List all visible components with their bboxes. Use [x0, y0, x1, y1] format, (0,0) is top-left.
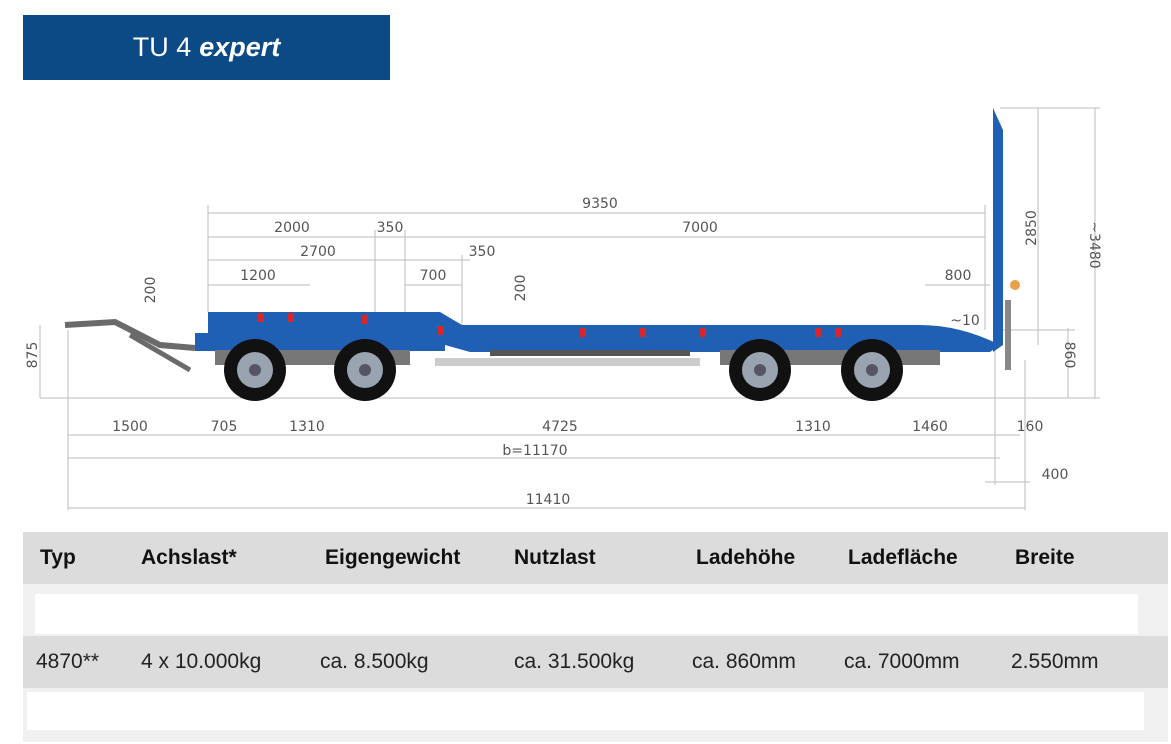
dim-11410: 11410: [526, 492, 571, 508]
trailer: [64, 108, 1020, 401]
cell-typ: 4870**: [36, 650, 100, 673]
dim-1500: 1500: [112, 419, 148, 435]
dim-200: 200: [143, 277, 159, 304]
dim-700: 700: [420, 268, 447, 284]
dim-350: 350: [377, 220, 404, 236]
cell-achslast: 4 x 10.000kg: [141, 650, 262, 673]
dim-400: 400: [1042, 467, 1069, 483]
dim-10: ~10: [950, 313, 980, 329]
table-row: 4870** 4 x 10.000kg ca. 8.500kg ca. 31.5…: [23, 636, 1168, 688]
cell-ladeflaeche: ca. 7000mm: [844, 650, 960, 673]
header-achslast: Achslast*: [141, 546, 237, 569]
dim-705: 705: [211, 419, 238, 435]
header-ladehoehe: Ladehöhe: [696, 546, 796, 569]
dim-160: 160: [1017, 419, 1044, 435]
model-title: TU 4 expert: [23, 15, 390, 80]
dim-9350: 9350: [582, 196, 618, 212]
header-breite: Breite: [1015, 546, 1075, 569]
header-ladeflaeche: Ladefläche: [848, 546, 958, 569]
spec-table: Typ Achslast* Eigengewicht Nutzlast Lade…: [23, 532, 1168, 742]
header-eigengewicht: Eigengewicht: [325, 546, 461, 569]
dim-875: 875: [25, 342, 41, 369]
cell-eigengewicht: ca. 8.500kg: [320, 650, 429, 673]
dim-b-11170: b=11170: [502, 443, 567, 459]
reflectors: [258, 313, 841, 337]
dim-1200: 1200: [240, 268, 276, 284]
dimension-lines: [39, 107, 1100, 510]
table-header: Typ Achslast* Eigengewicht Nutzlast Lade…: [23, 532, 1168, 584]
model-name: TU 4: [132, 32, 192, 62]
dim-2700: 2700: [300, 244, 336, 260]
dim-1460: 1460: [912, 419, 948, 435]
empty-row: [35, 594, 1138, 634]
dim-7000: 7000: [682, 220, 718, 236]
dim-1310: 1310: [289, 419, 325, 435]
header-nutzlast: Nutzlast: [514, 546, 596, 569]
model-variant: expert: [199, 32, 281, 62]
dim-2850: 2850: [1024, 210, 1040, 246]
dim-800: 800: [945, 268, 972, 284]
dim-1310: 1310: [795, 419, 831, 435]
dim-350: 350: [469, 244, 496, 260]
header-typ: Typ: [40, 546, 76, 569]
dim-2000: 2000: [274, 220, 310, 236]
cell-ladehoehe: ca. 860mm: [692, 650, 796, 673]
dim-4725: 4725: [542, 419, 578, 435]
dim-200: 200: [513, 275, 529, 302]
dim-860: 860: [1061, 342, 1077, 369]
cell-breite: 2.550mm: [1011, 650, 1099, 673]
empty-row: [27, 692, 1144, 730]
dim-3480: ~3480: [1086, 221, 1102, 268]
dimension-labels: 9350 2000 350 7000 2700 350 1200 700 800…: [25, 196, 1102, 508]
trailer-technical-drawing: 9350 2000 350 7000 2700 350 1200 700 800…: [25, 107, 1102, 510]
wheels: [224, 339, 903, 401]
cell-nutzlast: ca. 31.500kg: [514, 650, 635, 673]
